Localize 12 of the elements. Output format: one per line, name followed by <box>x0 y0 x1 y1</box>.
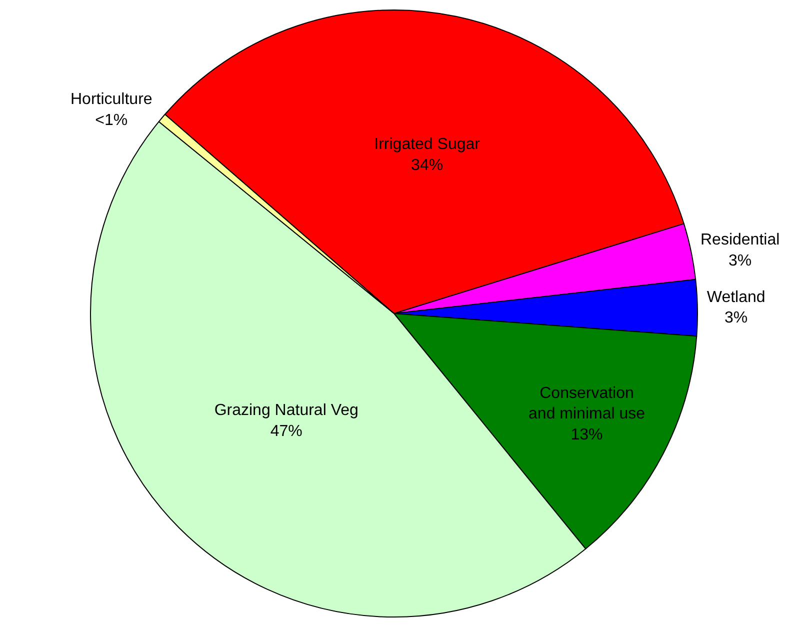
slice-label: Irrigated Sugar <box>374 136 481 154</box>
data-label: 3% <box>724 310 748 327</box>
slice-label: Wetland <box>706 288 766 306</box>
data-label: 47% <box>270 422 302 440</box>
data-label: 13% <box>570 426 603 444</box>
slice-label: Residential <box>700 232 780 249</box>
data-label: 34% <box>411 156 444 174</box>
data-label: <1% <box>95 112 128 130</box>
data-label: 3% <box>728 252 752 270</box>
slice-label: Conservation and minimal use <box>528 384 646 423</box>
slice-label: Horticulture <box>70 91 152 108</box>
slice-label: Grazing Natural Veg <box>214 402 358 420</box>
